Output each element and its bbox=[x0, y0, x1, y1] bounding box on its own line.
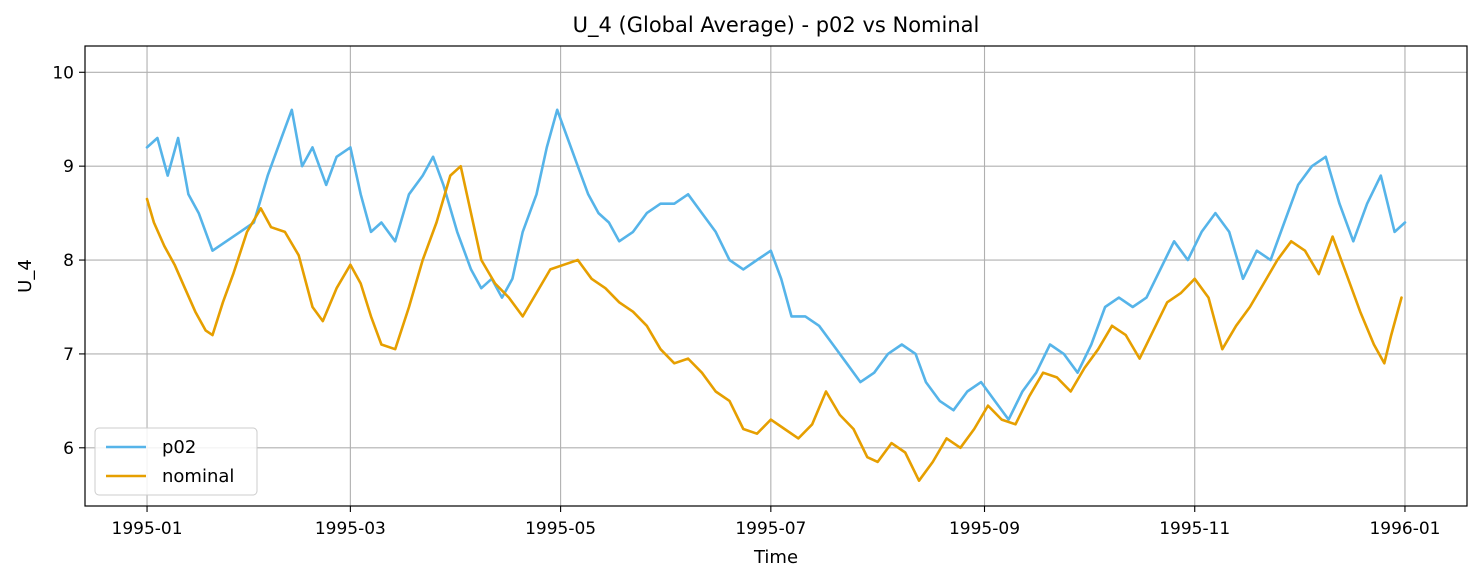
legend-label-p02: p02 bbox=[162, 437, 196, 458]
legend: p02 nominal bbox=[94, 427, 258, 496]
chart-title: U_4 (Global Average) - p02 vs Nominal bbox=[573, 13, 980, 38]
x-tick-label: 1996-01 bbox=[1369, 519, 1440, 539]
series-line-p02 bbox=[145, 108, 1407, 421]
legend-label-nominal: nominal bbox=[162, 466, 234, 487]
x-tick-label: 1995-03 bbox=[315, 519, 386, 539]
legend-box bbox=[94, 427, 258, 496]
y-tick-label: 8 bbox=[63, 251, 74, 271]
x-tick-label: 1995-07 bbox=[735, 519, 806, 539]
x-tick-label: 1995-11 bbox=[1159, 519, 1230, 539]
tick-layer: 6 7 8 9 10 1995-01 1995-03 1995-05 1995-07 1995-0… bbox=[52, 63, 1440, 539]
y-axis-label: U_4 bbox=[15, 259, 36, 293]
y-tick-label: 9 bbox=[63, 157, 74, 177]
x-tick-label: 1995-09 bbox=[949, 519, 1020, 539]
plot-frame bbox=[84, 45, 1468, 507]
series-line-nominal bbox=[145, 164, 1403, 482]
y-tick-label: 7 bbox=[63, 345, 74, 365]
x-axis-label: Time bbox=[753, 547, 798, 568]
y-tick-label: 6 bbox=[63, 439, 74, 459]
x-tick-label: 1995-05 bbox=[525, 519, 596, 539]
grid-layer bbox=[85, 46, 1467, 506]
series-layer bbox=[145, 108, 1407, 482]
y-tick-label: 10 bbox=[52, 63, 74, 83]
x-tick-label: 1995-01 bbox=[112, 519, 183, 539]
